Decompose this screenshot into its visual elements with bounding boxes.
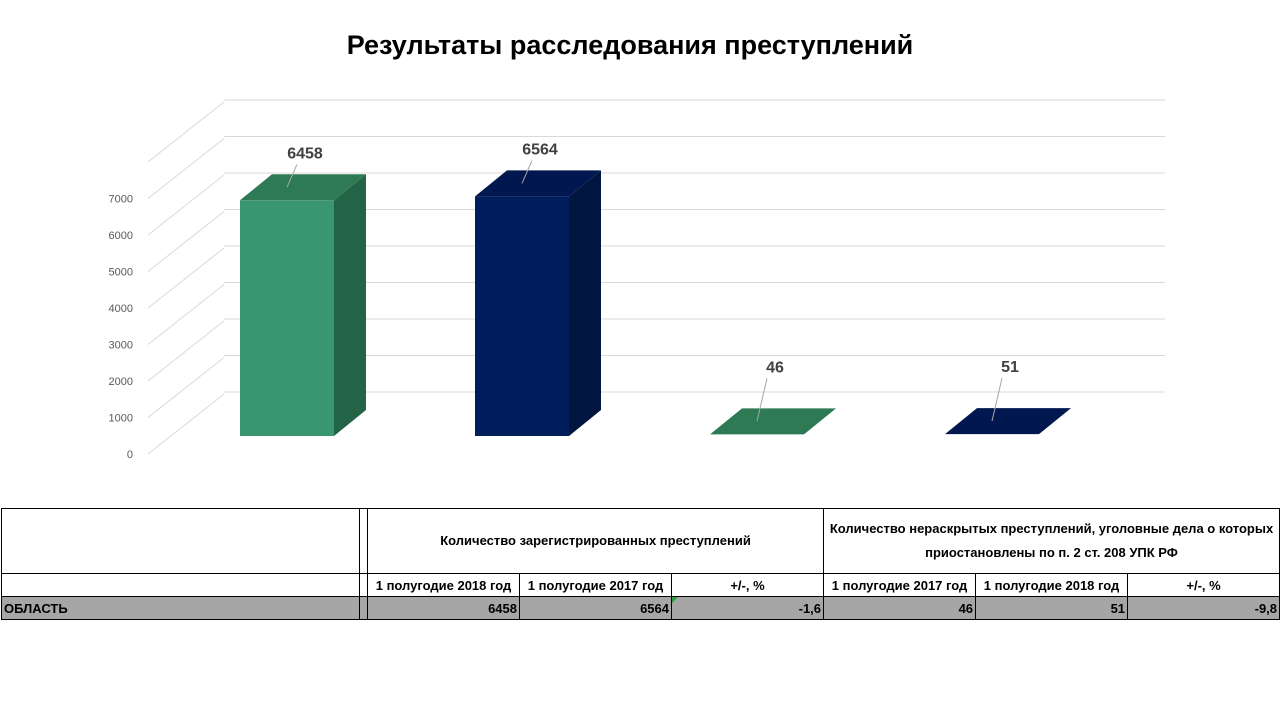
data-label: 46 <box>766 359 784 376</box>
wall-gridline <box>147 138 225 199</box>
value-cell: 51 <box>975 596 1129 620</box>
bar-top <box>240 174 366 201</box>
bar-top <box>710 408 836 435</box>
wall-gridline <box>147 211 225 272</box>
value-cell: 46 <box>823 596 977 620</box>
bar-side <box>569 170 601 436</box>
y-tick-label: 7000 <box>109 194 133 206</box>
leader-line <box>756 378 768 422</box>
value-cell: 6458 <box>367 596 520 620</box>
bar-chart: 0 1000 2000 3000 4000 5000 6000 7000 6458 6564 46 5… <box>109 99 1165 461</box>
y-tick-label: 6000 <box>109 230 133 242</box>
subheader-cell: 1 полугодие 2017 год <box>823 573 977 597</box>
chart-title: Результаты расследования преступлений <box>346 30 914 60</box>
wall-gridline <box>147 393 225 455</box>
data-label: 51 <box>1001 359 1019 376</box>
table-row: ОБЛАСТЬ 6458 6564 -1,6 46 51 -9,8 <box>1 596 1280 620</box>
table-subheader-row: 1 полугодие 2018 год 1 полугодие 2017 го… <box>1 573 1280 597</box>
results-table: Количество зарегистрированных преступлен… <box>1 508 1280 620</box>
separator-cell <box>359 573 368 597</box>
region-name: ОБЛАСТЬ <box>1 596 360 620</box>
wall-gridline <box>147 174 225 236</box>
leader-line <box>521 160 533 184</box>
leader-line <box>991 378 1003 422</box>
bar-front <box>240 200 334 436</box>
y-tick-label: 1000 <box>109 413 133 425</box>
group-header-registered: Количество зарегистрированных преступлен… <box>366 508 825 574</box>
subheader-cell: 1 полугодие 2018 год <box>975 573 1129 597</box>
leader-line <box>286 164 298 188</box>
value-cell: 6564 <box>519 596 672 620</box>
value-text: -1,6 <box>798 600 822 616</box>
value-cell: -9,8 <box>1127 596 1280 620</box>
subheader-cell: +/-, % <box>670 573 825 597</box>
data-label: 6458 <box>287 145 323 162</box>
value-cell: -1,6 <box>670 596 825 620</box>
subheader-cell: 1 полугодие 2017 год <box>519 573 672 597</box>
y-tick-label: 4000 <box>109 303 133 315</box>
y-tick-label: 0 <box>127 449 133 461</box>
wall-gridline <box>147 247 225 309</box>
wall-gridline <box>147 101 225 163</box>
bar-front <box>475 196 569 436</box>
bar-top <box>945 408 1071 435</box>
separator-cell <box>359 596 368 620</box>
wall-gridline <box>147 320 225 382</box>
bar-side <box>334 174 366 436</box>
wall-gridline <box>147 357 225 418</box>
error-indicator-icon <box>672 597 678 603</box>
y-tick-label: 2000 <box>109 376 133 388</box>
wall-gridline <box>147 284 225 345</box>
subheader-cell: 1 полугодие 2018 год <box>367 573 520 597</box>
bar-top <box>475 170 601 197</box>
y-tick-label: 5000 <box>109 267 133 279</box>
group-header-unsolved: Количество нераскрытых преступлений, уго… <box>823 508 1280 574</box>
y-tick-label: 3000 <box>109 340 133 352</box>
separator-cell <box>359 508 368 574</box>
subheader-cell: +/-, % <box>1127 573 1280 597</box>
data-label: 6564 <box>522 141 558 158</box>
corner-cell <box>1 508 360 574</box>
table-header-row: Количество зарегистрированных преступлен… <box>1 508 1280 574</box>
blank-cell <box>1 573 360 597</box>
